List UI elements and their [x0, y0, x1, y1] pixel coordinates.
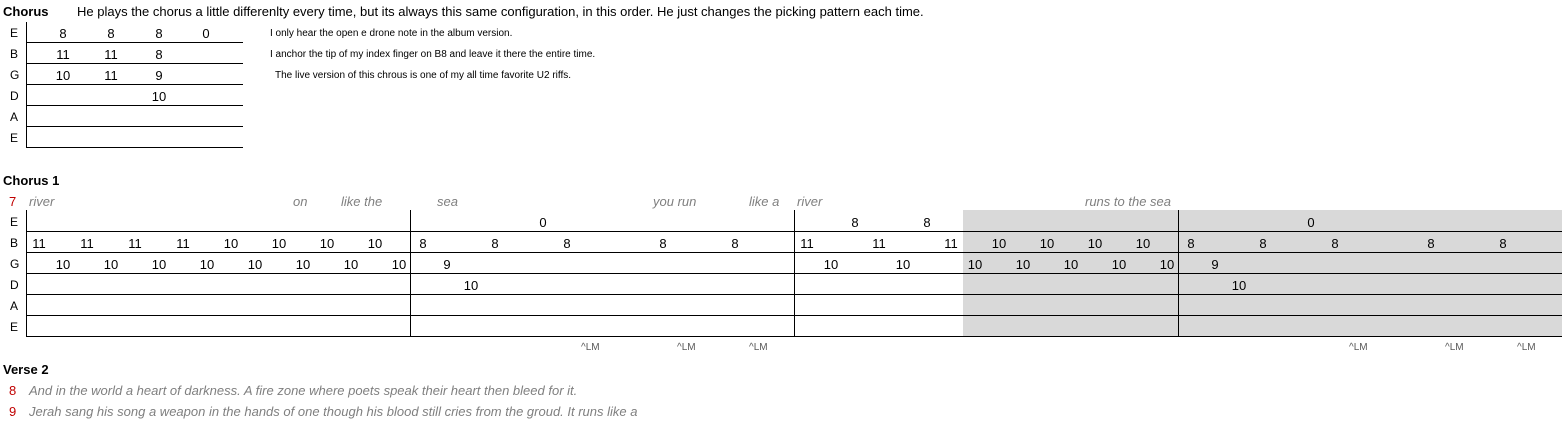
chorus1-string-label: D — [10, 278, 19, 292]
lyric-word: you run — [653, 194, 697, 209]
tab-string-line — [26, 231, 1562, 232]
lm-mark: ^LM — [1349, 342, 1368, 353]
lm-mark: ^LM — [677, 342, 696, 353]
tab-string-line — [26, 273, 1562, 274]
chorus-string-label: E — [10, 26, 19, 40]
tab-string-line — [26, 84, 243, 85]
chorus-note-text: I anchor the tip of my index finger on B… — [270, 49, 596, 60]
lyric-word: river — [29, 194, 55, 209]
lyric-word: like a — [749, 194, 780, 209]
lm-mark: ^LM — [1517, 342, 1536, 353]
tab-string-line — [26, 105, 243, 106]
chorus1-string-label: B — [10, 236, 19, 250]
chorus-string-label: A — [10, 110, 19, 124]
tab-string-line — [26, 315, 1562, 316]
lm-mark: ^LM — [749, 342, 768, 353]
tab-nut-line — [26, 22, 27, 148]
chorus-string-label: G — [10, 68, 20, 82]
row-number: 8 — [9, 383, 17, 398]
chorus1-title: Chorus 1 — [3, 173, 60, 188]
chorus-description: He plays the chorus a little differenlty… — [77, 4, 924, 19]
tab-string-line — [26, 336, 1562, 337]
chorus-title: Chorus — [3, 4, 49, 19]
lyric-word: sea — [437, 194, 458, 209]
chorus-string-label: B — [10, 47, 19, 61]
tab-string-line — [26, 294, 1562, 295]
lm-mark: ^LM — [581, 342, 600, 353]
row-number: 7 — [9, 194, 17, 209]
lyric-word: like the — [341, 194, 383, 209]
tab-string-line — [26, 42, 243, 43]
chorus1-string-label: A — [10, 299, 19, 313]
chorus1-string-label: G — [10, 257, 20, 271]
tab-string-line — [26, 126, 243, 127]
verse-line: Jerah sang his song a weapon in the hand… — [29, 404, 638, 419]
chorus1-string-label: E — [10, 215, 19, 229]
chorus-string-label: D — [10, 89, 19, 103]
lyric-word: river — [797, 194, 823, 209]
tab-string-line — [26, 147, 243, 148]
row-number: 9 — [9, 404, 17, 419]
lyric-word: on — [293, 194, 308, 209]
verse2-title: Verse 2 — [3, 362, 49, 377]
tab-string-line — [26, 252, 1562, 253]
chorus-note-text: The live version of this chrous is one o… — [275, 70, 572, 81]
lm-mark: ^LM — [1445, 342, 1464, 353]
tab-string-line — [26, 63, 243, 64]
verse-line: And in the world a heart of darkness. A … — [29, 383, 578, 398]
chorus-string-label: E — [10, 131, 19, 145]
lyric-word: runs to the sea — [1085, 194, 1171, 209]
chorus-note-text: I only hear the open e drone note in the… — [270, 28, 513, 39]
chorus1-string-label: E — [10, 320, 19, 334]
